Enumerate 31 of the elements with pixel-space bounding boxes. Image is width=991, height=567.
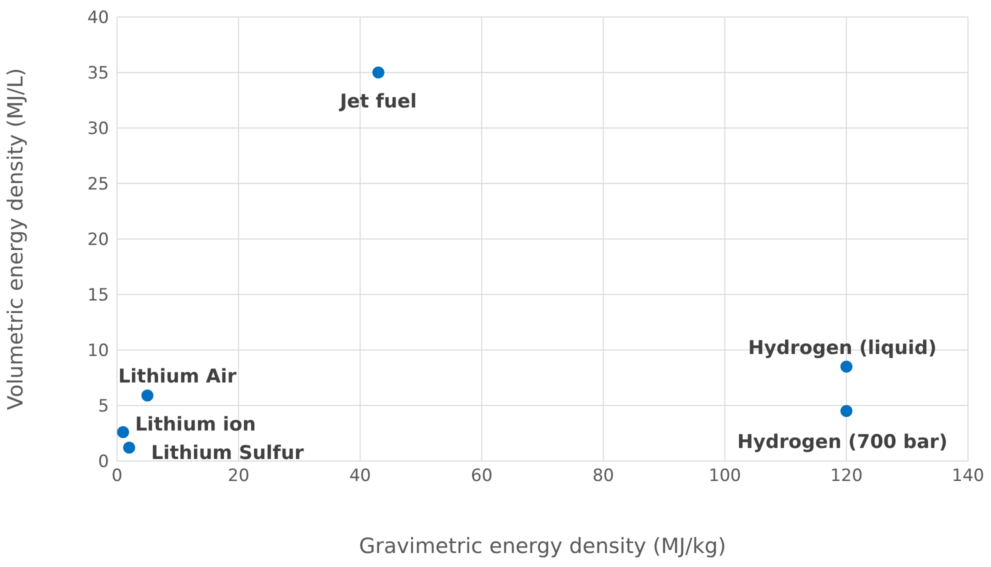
x-tick-label: 140 bbox=[952, 466, 984, 486]
y-tick-label: 40 bbox=[87, 8, 109, 28]
y-tick-label: 25 bbox=[87, 174, 109, 195]
y-tick-label: 0 bbox=[98, 452, 109, 472]
annotation: Hydrogen (liquid) bbox=[748, 336, 937, 359]
x-tick-label: 100 bbox=[708, 466, 742, 486]
point bbox=[372, 66, 384, 78]
y-tick-label: 10 bbox=[87, 341, 109, 362]
point bbox=[141, 390, 154, 402]
x-axis-title: Gravimetric energy density (MJ/kg) bbox=[358, 534, 726, 558]
annotation: Lithium Air bbox=[118, 366, 238, 388]
point bbox=[840, 360, 852, 373]
x-tick-label: 60 bbox=[470, 466, 493, 486]
y-axis-title: Volumetric energy density (MJ/L) bbox=[3, 68, 28, 410]
annotation: Hydrogen (700 bar) bbox=[737, 431, 948, 454]
x-tick-label: 20 bbox=[228, 466, 250, 486]
x-tick-label: 40 bbox=[349, 466, 371, 486]
y-tick-label: 15 bbox=[87, 286, 109, 306]
annotation: Lithium ion bbox=[135, 413, 256, 436]
y-tick-label: 35 bbox=[87, 64, 109, 84]
annotation: Jet fuel bbox=[338, 90, 417, 113]
y-tick-label: 20 bbox=[87, 230, 109, 250]
annotation: Lithium Sulfur bbox=[151, 442, 304, 464]
x-tick-label: 80 bbox=[592, 466, 614, 486]
x-tick-label: 120 bbox=[830, 466, 863, 486]
point bbox=[123, 442, 136, 454]
point bbox=[840, 405, 852, 418]
y-tick-label: 5 bbox=[98, 396, 109, 417]
x-tick-label: 0 bbox=[112, 466, 122, 486]
y-tick-label: 30 bbox=[87, 119, 109, 140]
point bbox=[117, 426, 130, 438]
